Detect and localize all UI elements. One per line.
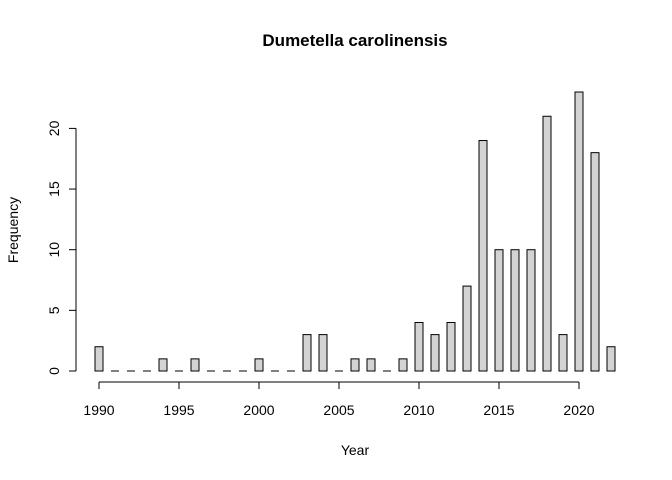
bar-2021 (590, 152, 600, 372)
x-tick-label-1990: 1990 (83, 402, 114, 418)
bar-2020 (574, 91, 584, 372)
bar-1996 (190, 358, 200, 372)
bars-group (94, 91, 616, 372)
bar-2009 (398, 358, 408, 372)
x-tick-label-2000: 2000 (243, 402, 274, 418)
x-tick-label-2005: 2005 (323, 402, 354, 418)
x-axis-label: Year (341, 442, 370, 458)
y-axis-label: Frequency (5, 197, 21, 263)
chart-title: Dumetella carolinensis (262, 31, 447, 50)
bar-2022 (606, 346, 616, 372)
bar-2004 (318, 334, 328, 372)
bar-2012 (446, 321, 456, 372)
y-axis: 0 5 10 15 20 (46, 120, 77, 375)
bar-2011 (430, 334, 440, 372)
bar-1990 (94, 346, 104, 372)
bar-2003 (302, 334, 312, 372)
x-tick-label-2010: 2010 (403, 402, 434, 418)
bar-2016 (510, 249, 520, 372)
y-tick-label-10: 10 (46, 242, 62, 258)
bar-2000 (254, 358, 264, 372)
bar-2017 (526, 249, 536, 372)
bar-2006 (350, 358, 360, 372)
bar-2010 (414, 321, 424, 372)
x-tick-label-2020: 2020 (563, 402, 594, 418)
bar-2014 (478, 140, 488, 372)
x-tick-label-2015: 2015 (483, 402, 514, 418)
y-tick-label-20: 20 (46, 120, 62, 136)
bar-2019 (558, 334, 568, 372)
x-tick-label-1995: 1995 (163, 402, 194, 418)
bar-1994 (158, 358, 168, 372)
y-tick-label-15: 15 (46, 181, 62, 197)
bar-2018 (542, 115, 552, 372)
bar-2013 (462, 285, 472, 372)
bar-2007 (366, 358, 376, 372)
y-tick-label-5: 5 (46, 306, 62, 314)
y-tick-label-0: 0 (46, 367, 62, 375)
x-axis: 1990 1995 2000 2005 2010 2015 2020 (83, 381, 595, 418)
bar-2015 (494, 249, 504, 372)
